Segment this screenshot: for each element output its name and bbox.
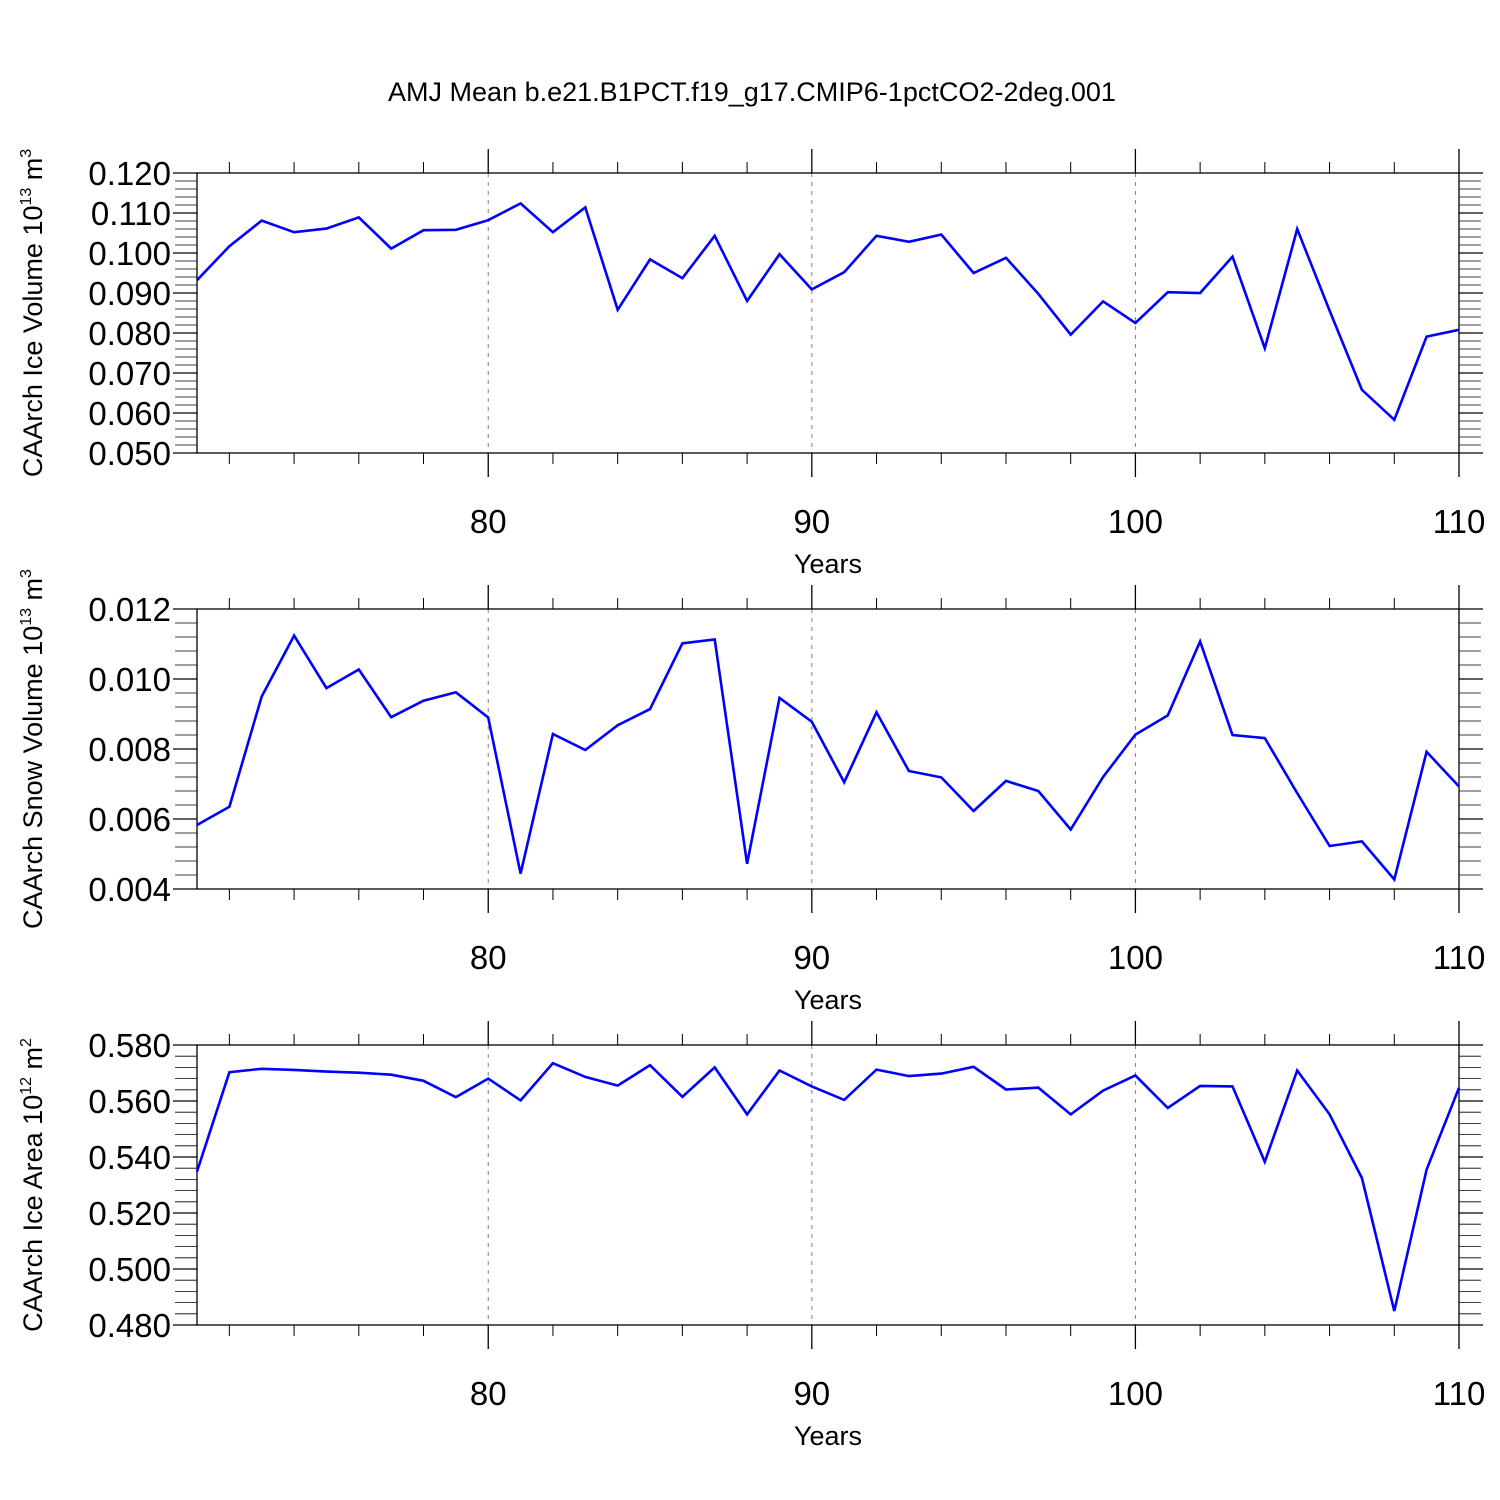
y-axis-label: CAArch Ice Volume 1013 m3 bbox=[18, 149, 48, 477]
x-tick-label: 110 bbox=[1433, 1375, 1486, 1412]
plot-frame bbox=[196, 172, 1460, 454]
x-tick-label: 110 bbox=[1433, 503, 1486, 540]
x-tick-label: 100 bbox=[1108, 1375, 1163, 1412]
y-axis-label: CAArch Snow Volume 1013 m3 bbox=[18, 569, 48, 929]
chart-panel-3: 80 90 100 110 0.480 0.500 0.520 0.540 0.560 0.580… bbox=[18, 1021, 1485, 1451]
y-tick-label: 0.580 bbox=[88, 1027, 171, 1064]
y-tick-label: 0.012 bbox=[88, 591, 171, 628]
series-line bbox=[196, 201, 1460, 423]
chart-panel-2: 80 90 100 110 0.004 0.006 0.008 0.010 0.012 Years… bbox=[18, 569, 1485, 1015]
y-tick-label: 0.006 bbox=[88, 801, 171, 838]
y-tick-label: 0.004 bbox=[88, 871, 171, 908]
x-tick-label: 80 bbox=[470, 1375, 507, 1412]
y-tick-label: 0.110 bbox=[91, 195, 171, 232]
y-tick-label: 0.010 bbox=[88, 661, 171, 698]
y-tick-label: 0.560 bbox=[88, 1083, 171, 1120]
x-tick-label: 100 bbox=[1108, 939, 1163, 976]
series-line bbox=[195, 1061, 1461, 1312]
x-tick-label: 90 bbox=[793, 1375, 830, 1412]
x-tick-label: 80 bbox=[470, 939, 507, 976]
y-tick-label: 0.070 bbox=[88, 355, 171, 392]
x-tick-label: 80 bbox=[470, 503, 507, 540]
x-axis-label: Years bbox=[794, 1421, 862, 1451]
y-tick-label: 0.100 bbox=[88, 235, 171, 272]
y-tick-label: 0.008 bbox=[88, 731, 171, 768]
y-tick-label: 0.060 bbox=[88, 395, 171, 432]
y-tick-label: 0.520 bbox=[88, 1195, 171, 1232]
x-axis-label: Years bbox=[794, 985, 862, 1015]
y-tick-label: 0.500 bbox=[88, 1251, 171, 1288]
y-tick-label: 0.540 bbox=[88, 1139, 171, 1176]
y-tick-label: 0.120 bbox=[88, 155, 171, 192]
x-tick-label: 90 bbox=[793, 503, 830, 540]
x-tick-label: 110 bbox=[1433, 939, 1486, 976]
y-tick-label: 0.080 bbox=[88, 315, 171, 352]
panels: 80 90 100 110 0.0500.0600.0700.0800.0900.100… bbox=[18, 149, 1485, 1451]
x-axis-label: Years bbox=[794, 549, 862, 579]
x-tick-label: 100 bbox=[1108, 503, 1163, 540]
y-tick-label: 0.050 bbox=[88, 435, 171, 472]
y-tick-label: 0.480 bbox=[88, 1307, 171, 1344]
y-tick-label: 0.090 bbox=[88, 275, 171, 312]
x-tick-label: 90 bbox=[793, 939, 830, 976]
plot-frame bbox=[196, 608, 1460, 890]
y-axis-label: CAArch Ice Area 1012 m2 bbox=[18, 1038, 48, 1332]
chart-title: AMJ Mean b.e21.B1PCT.f19_g17.CMIP6-1pctC… bbox=[388, 77, 1116, 107]
chart-panel-1: 80 90 100 110 0.0500.0600.0700.0800.0900.100… bbox=[18, 149, 1485, 579]
plot-frame bbox=[196, 1044, 1460, 1326]
series-line bbox=[196, 632, 1460, 883]
